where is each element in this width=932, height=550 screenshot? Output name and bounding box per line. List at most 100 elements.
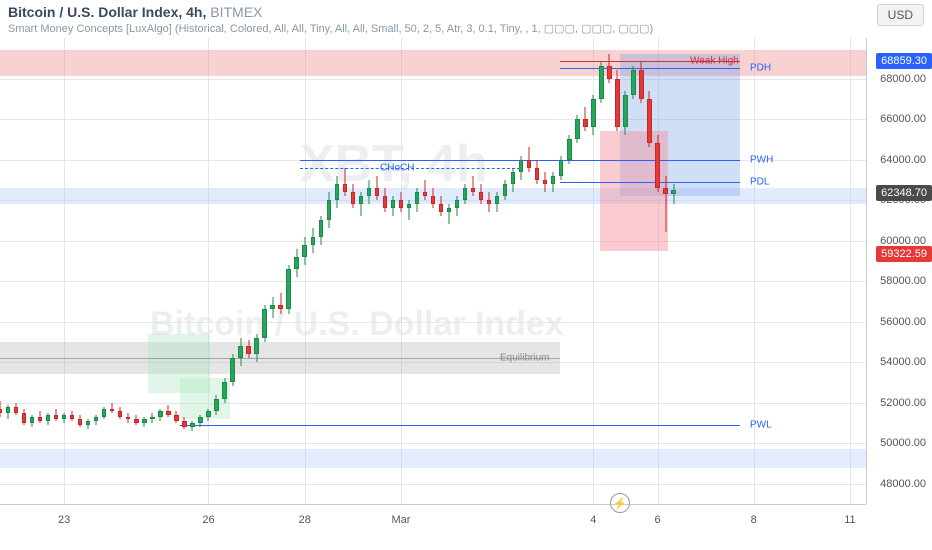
candle[interactable] [253, 334, 259, 362]
candle[interactable] [301, 237, 307, 265]
candle[interactable] [590, 95, 596, 136]
candle[interactable] [77, 415, 83, 427]
candle[interactable] [534, 160, 540, 184]
candle[interactable] [502, 180, 508, 200]
candle[interactable] [69, 411, 75, 421]
candle[interactable] [414, 188, 420, 212]
candle[interactable] [133, 415, 139, 425]
horizontal-line [0, 358, 560, 359]
candle[interactable] [630, 66, 636, 98]
candle[interactable] [598, 62, 604, 103]
candle[interactable] [382, 188, 388, 212]
candle[interactable] [318, 216, 324, 244]
candle[interactable] [566, 135, 572, 163]
candle[interactable] [518, 156, 524, 180]
candle[interactable] [438, 196, 444, 216]
candle[interactable] [478, 184, 484, 204]
candle[interactable] [189, 421, 195, 431]
candle[interactable] [45, 413, 51, 425]
candle[interactable] [0, 401, 3, 417]
candle[interactable] [446, 204, 452, 224]
currency-badge[interactable]: USD [877, 4, 924, 26]
candle[interactable] [37, 411, 43, 423]
candle[interactable] [125, 413, 131, 423]
candle[interactable] [29, 415, 35, 427]
candle[interactable] [582, 107, 588, 131]
candle[interactable] [430, 188, 436, 208]
line-label: Weak High [690, 56, 739, 67]
candle[interactable] [277, 293, 283, 313]
symbol-title[interactable]: Bitcoin / U.S. Dollar Index, 4h [8, 4, 202, 20]
candle[interactable] [149, 413, 155, 423]
candle[interactable] [390, 196, 396, 216]
gridline-v [64, 38, 65, 504]
candle[interactable] [510, 168, 516, 192]
candle[interactable] [109, 403, 115, 413]
candle[interactable] [269, 297, 275, 317]
candle[interactable] [558, 156, 564, 180]
candle[interactable] [670, 184, 676, 204]
candle[interactable] [454, 196, 460, 216]
candle[interactable] [550, 172, 556, 192]
candle[interactable] [237, 338, 243, 366]
candle[interactable] [334, 176, 340, 208]
y-axis[interactable]: 48000.0050000.0052000.0054000.0056000.00… [866, 38, 932, 504]
x-tick-label: 6 [654, 514, 660, 526]
candle[interactable] [326, 192, 332, 228]
plot-area[interactable]: XBT, 4h Bitcoin / U.S. Dollar Index Weak… [0, 38, 866, 504]
candle[interactable] [614, 70, 620, 131]
candle[interactable] [165, 405, 171, 417]
candle[interactable] [526, 147, 532, 171]
candle[interactable] [406, 200, 412, 220]
candle[interactable] [213, 395, 219, 415]
candle[interactable] [5, 405, 11, 419]
candle[interactable] [173, 411, 179, 423]
candle[interactable] [285, 265, 291, 314]
watermark-title: Bitcoin / U.S. Dollar Index [150, 305, 564, 344]
candle[interactable] [157, 409, 163, 421]
gridline-h [0, 443, 866, 444]
candle[interactable] [462, 184, 468, 204]
candle[interactable] [85, 419, 91, 429]
candle[interactable] [638, 62, 644, 103]
candle[interactable] [662, 176, 668, 233]
candle[interactable] [486, 192, 492, 212]
candle[interactable] [245, 340, 251, 358]
candle[interactable] [574, 115, 580, 143]
candle[interactable] [181, 417, 187, 429]
candle[interactable] [13, 403, 19, 415]
candle[interactable] [117, 407, 123, 419]
candle[interactable] [398, 192, 404, 212]
candle[interactable] [374, 176, 380, 200]
candle[interactable] [310, 228, 316, 252]
candle[interactable] [61, 413, 67, 423]
candle[interactable] [21, 409, 27, 425]
candle[interactable] [606, 54, 612, 82]
bolt-icon[interactable]: ⚡ [610, 493, 630, 513]
candle[interactable] [141, 417, 147, 427]
candle[interactable] [342, 168, 348, 196]
candle[interactable] [205, 409, 211, 421]
candle[interactable] [470, 176, 476, 196]
x-axis[interactable]: ⚡ 232628Mar46811 [0, 504, 866, 550]
line-label: PWL [750, 419, 772, 430]
y-tick-label: 66000.00 [880, 113, 926, 125]
candle[interactable] [293, 249, 299, 277]
candle[interactable] [53, 409, 59, 421]
candle[interactable] [494, 192, 500, 212]
candle[interactable] [622, 91, 628, 136]
candle[interactable] [542, 172, 548, 192]
candle[interactable] [229, 354, 235, 386]
candle[interactable] [654, 135, 660, 192]
candle[interactable] [646, 91, 652, 148]
candle[interactable] [101, 407, 107, 419]
candle[interactable] [366, 180, 372, 204]
candle[interactable] [197, 415, 203, 427]
candle[interactable] [93, 415, 99, 425]
candle[interactable] [261, 305, 267, 341]
candle[interactable] [358, 192, 364, 216]
candle[interactable] [350, 184, 356, 208]
candle[interactable] [422, 180, 428, 200]
line-label: Equilibrium [500, 353, 549, 364]
candle[interactable] [221, 378, 227, 402]
